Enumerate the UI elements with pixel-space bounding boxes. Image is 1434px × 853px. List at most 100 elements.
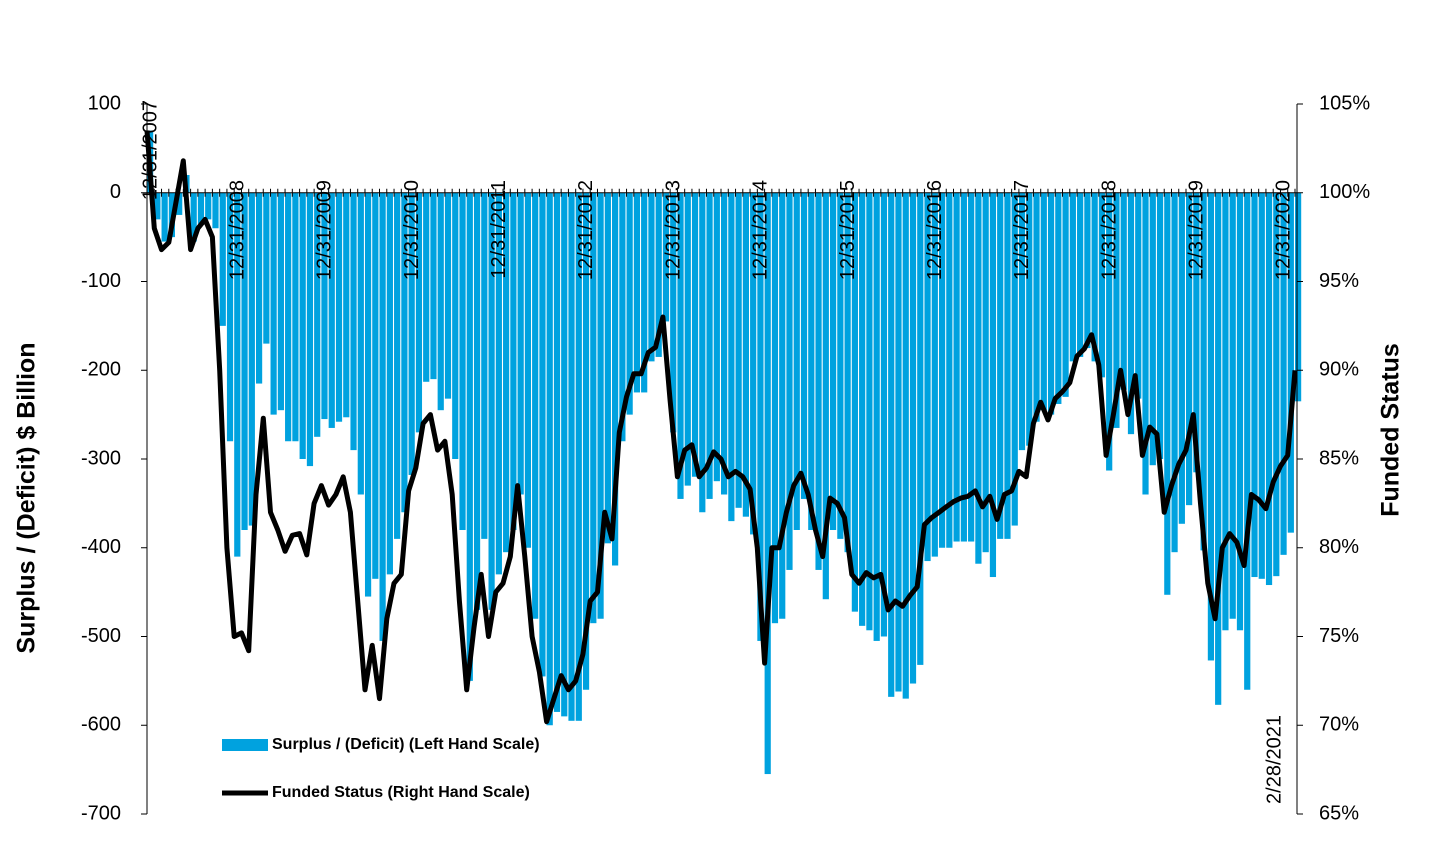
- bar: [524, 192, 532, 548]
- bar: [859, 192, 866, 626]
- y2-tick-label: 95%: [1319, 270, 1359, 292]
- bar: [350, 192, 357, 451]
- y-tick-label: -400: [81, 536, 121, 558]
- bar: [750, 192, 757, 535]
- bar: [481, 192, 488, 539]
- bar: [328, 192, 335, 428]
- bar: [1258, 192, 1265, 579]
- bar: [423, 192, 430, 382]
- x-tick-label: 12/31/2016: [924, 180, 946, 280]
- bar: [1077, 192, 1084, 357]
- y-tick-label: 100: [88, 92, 121, 114]
- bar: [604, 192, 611, 544]
- x-tick-label: 12/31/2011: [488, 180, 510, 279]
- bar: [452, 192, 459, 459]
- bar: [415, 192, 423, 433]
- bar: [931, 192, 938, 557]
- legend-label: Surplus / (Deficit) (Left Hand Scale): [272, 736, 540, 753]
- legend-label: Funded Status (Right Hand Scale): [272, 784, 530, 801]
- bar: [285, 192, 292, 442]
- bar: [902, 192, 909, 699]
- bar: [1004, 192, 1011, 539]
- bar: [808, 192, 815, 530]
- bar: [582, 192, 590, 690]
- bar: [459, 192, 466, 530]
- y-tick-label: -300: [81, 447, 121, 469]
- bar: [1149, 192, 1156, 466]
- bar: [822, 192, 829, 600]
- x-tick-label: 12/31/2019: [1186, 180, 1208, 280]
- y2-axis-title: Funded Status: [1377, 343, 1405, 517]
- bar: [662, 192, 670, 322]
- bar: [1295, 192, 1302, 402]
- bar: [205, 192, 212, 220]
- bar: [263, 192, 270, 344]
- bar: [909, 192, 917, 684]
- bar: [1091, 192, 1098, 362]
- bar: [626, 192, 633, 415]
- bar: [568, 192, 575, 721]
- bar: [713, 192, 720, 482]
- y-tick-label: -500: [81, 625, 121, 647]
- bar: [633, 192, 641, 393]
- bar: [190, 192, 197, 242]
- bar: [1207, 192, 1215, 661]
- y2-tick-label: 65%: [1319, 802, 1359, 824]
- y2-tick-label: 75%: [1319, 625, 1359, 647]
- y-tick-label: -600: [81, 714, 121, 736]
- bar: [888, 192, 895, 697]
- bar: [968, 192, 975, 542]
- bar: [989, 192, 997, 578]
- bar: [815, 192, 822, 570]
- bar: [553, 192, 561, 712]
- bar: [1280, 192, 1287, 555]
- y-tick-label: -100: [81, 270, 121, 292]
- bar: [699, 192, 706, 513]
- bar: [873, 192, 880, 641]
- bar: [401, 192, 408, 513]
- y2-tick-label: 105%: [1319, 92, 1370, 114]
- bar: [314, 192, 321, 437]
- bar: [786, 192, 793, 570]
- bar: [306, 192, 314, 467]
- y2-tick-label: 85%: [1319, 447, 1359, 469]
- bar: [946, 192, 953, 548]
- bar: [793, 192, 800, 530]
- bar: [1062, 192, 1069, 397]
- x-tick-label: 12/31/2020: [1273, 180, 1295, 280]
- bar: [161, 192, 168, 242]
- bar: [335, 192, 343, 422]
- x-tick-label: 12/31/2010: [401, 180, 423, 280]
- bar: [1222, 192, 1229, 631]
- bar: [691, 192, 699, 477]
- bar: [975, 192, 982, 564]
- bar: [851, 192, 858, 612]
- bar: [1287, 192, 1294, 533]
- bar: [1186, 192, 1193, 506]
- bar: [1113, 192, 1120, 428]
- bar: [176, 192, 183, 215]
- bar: [619, 192, 626, 442]
- bar: [924, 192, 931, 562]
- funded-line: [144, 130, 1298, 725]
- bar: [1135, 192, 1142, 399]
- y-tick-label: -700: [81, 802, 121, 824]
- bar: [488, 192, 495, 610]
- bar: [154, 192, 161, 220]
- bar: [241, 192, 248, 530]
- bar: [437, 192, 444, 411]
- bar: [503, 192, 510, 553]
- y2-tick-label: 90%: [1319, 359, 1359, 381]
- bar: [1120, 192, 1127, 390]
- bar: [612, 192, 619, 566]
- bar: [1142, 192, 1149, 495]
- bar: [364, 192, 372, 597]
- bar: [532, 192, 539, 619]
- bar: [1251, 192, 1258, 578]
- y2-tick-label: 100%: [1319, 181, 1370, 203]
- x-tick-label: 12/31/2012: [575, 180, 597, 280]
- bar: [917, 192, 924, 665]
- bar: [735, 192, 742, 508]
- bar: [997, 192, 1004, 539]
- bar: [757, 192, 764, 641]
